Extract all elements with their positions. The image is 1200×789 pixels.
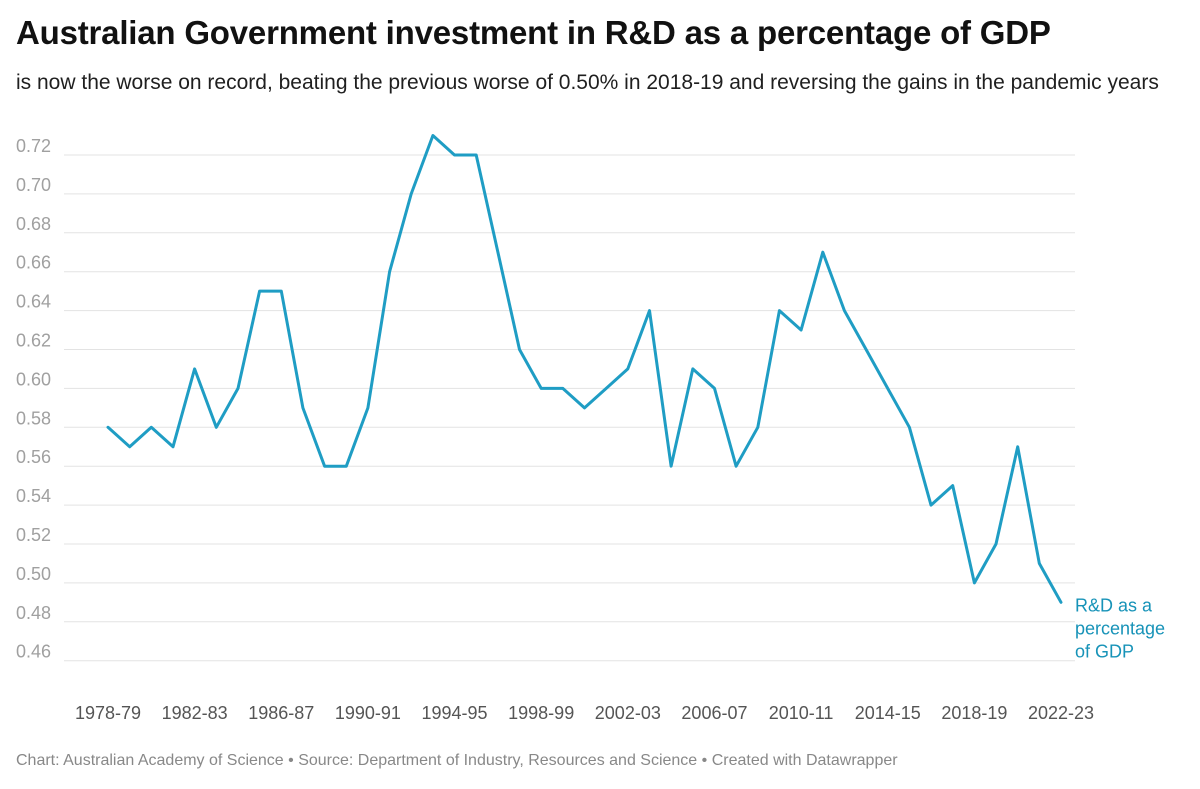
- y-tick-label: 0.48: [16, 603, 51, 623]
- data-point: [124, 441, 136, 453]
- x-tick-label: 2002-03: [595, 703, 661, 723]
- y-tick-label: 0.54: [16, 486, 51, 506]
- x-tick-label: 1994-95: [422, 703, 488, 723]
- data-point: [665, 460, 677, 472]
- data-point: [968, 577, 980, 589]
- y-tick-label: 0.62: [16, 331, 51, 351]
- series-label: percentage: [1075, 618, 1165, 638]
- data-point: [1033, 557, 1045, 569]
- y-tick-label: 0.50: [16, 564, 51, 584]
- y-tick-label: 0.68: [16, 214, 51, 234]
- y-tick-label: 0.60: [16, 369, 51, 389]
- data-point: [773, 305, 785, 317]
- data-point: [167, 441, 179, 453]
- chart-footer: Chart: Australian Academy of Science • S…: [16, 752, 898, 769]
- y-axis-ticks: 0.46 0.48 0.50 0.52 0.54 0.56 0.58 0.60 0.62 0.64…: [16, 136, 51, 662]
- x-axis-ticks: 1978-79 1982-83 1986-87 1990-91 1994-95 1998-…: [75, 703, 1094, 723]
- y-tick-label: 0.52: [16, 525, 51, 545]
- data-point: [449, 149, 461, 161]
- x-tick-label: 2006-07: [681, 703, 747, 723]
- data-point: [1012, 441, 1024, 453]
- data-point: [925, 499, 937, 511]
- data-point: [903, 421, 915, 433]
- y-tick-label: 0.70: [16, 175, 51, 195]
- data-point: [600, 382, 612, 394]
- data-point: [102, 421, 114, 433]
- series-line: [106, 134, 1063, 604]
- data-point: [990, 538, 1002, 550]
- data-point: [752, 421, 764, 433]
- data-point: [492, 246, 504, 258]
- chart-title: Australian Government investment in R&D …: [16, 14, 1051, 51]
- data-point: [362, 402, 374, 414]
- data-point: [708, 382, 720, 394]
- data-point: [319, 460, 331, 472]
- data-point: [687, 363, 699, 375]
- gridlines: [64, 154, 1075, 662]
- series-labels: R&D as a percentage of GDP: [1075, 595, 1165, 661]
- chart-subtitle: is now the worse on record, beating the …: [16, 71, 1159, 94]
- series-label: R&D as a: [1075, 595, 1153, 615]
- x-tick-label: 2014-15: [855, 703, 921, 723]
- data-point: [622, 363, 634, 375]
- data-point: [405, 188, 417, 200]
- x-tick-label: 1982-83: [162, 703, 228, 723]
- data-point: [340, 460, 352, 472]
- data-point: [427, 130, 439, 142]
- y-tick-label: 0.56: [16, 447, 51, 467]
- data-point: [145, 421, 157, 433]
- series-label: of GDP: [1075, 641, 1134, 661]
- y-tick-label: 0.58: [16, 408, 51, 428]
- data-point: [275, 285, 287, 297]
- data-point: [838, 305, 850, 317]
- data-point: [210, 421, 222, 433]
- x-tick-label: 1986-87: [248, 703, 314, 723]
- y-tick-label: 0.64: [16, 292, 51, 312]
- data-point: [947, 480, 959, 492]
- y-tick-label: 0.72: [16, 136, 51, 156]
- data-point: [795, 324, 807, 336]
- data-point: [189, 363, 201, 375]
- x-tick-label: 2022-23: [1028, 703, 1094, 723]
- x-tick-label: 2010-11: [769, 703, 834, 723]
- data-point: [514, 344, 526, 356]
- x-tick-label: 1990-91: [335, 703, 401, 723]
- data-point: [643, 305, 655, 317]
- data-point: [232, 382, 244, 394]
- data-point: [297, 402, 309, 414]
- x-tick-label: 2018-19: [941, 703, 1007, 723]
- data-point: [730, 460, 742, 472]
- y-tick-label: 0.66: [16, 253, 51, 273]
- data-point: [535, 382, 547, 394]
- data-point: [557, 382, 569, 394]
- data-point: [860, 344, 872, 356]
- y-tick-label: 0.46: [16, 642, 51, 662]
- data-point: [579, 402, 591, 414]
- x-tick-label: 1998-99: [508, 703, 574, 723]
- data-point: [254, 285, 266, 297]
- data-point: [817, 246, 829, 258]
- data-point: [470, 149, 482, 161]
- data-point: [882, 382, 894, 394]
- data-point: [1055, 596, 1067, 608]
- x-tick-label: 1978-79: [75, 703, 141, 723]
- series: [102, 130, 1067, 608]
- data-point: [384, 266, 396, 278]
